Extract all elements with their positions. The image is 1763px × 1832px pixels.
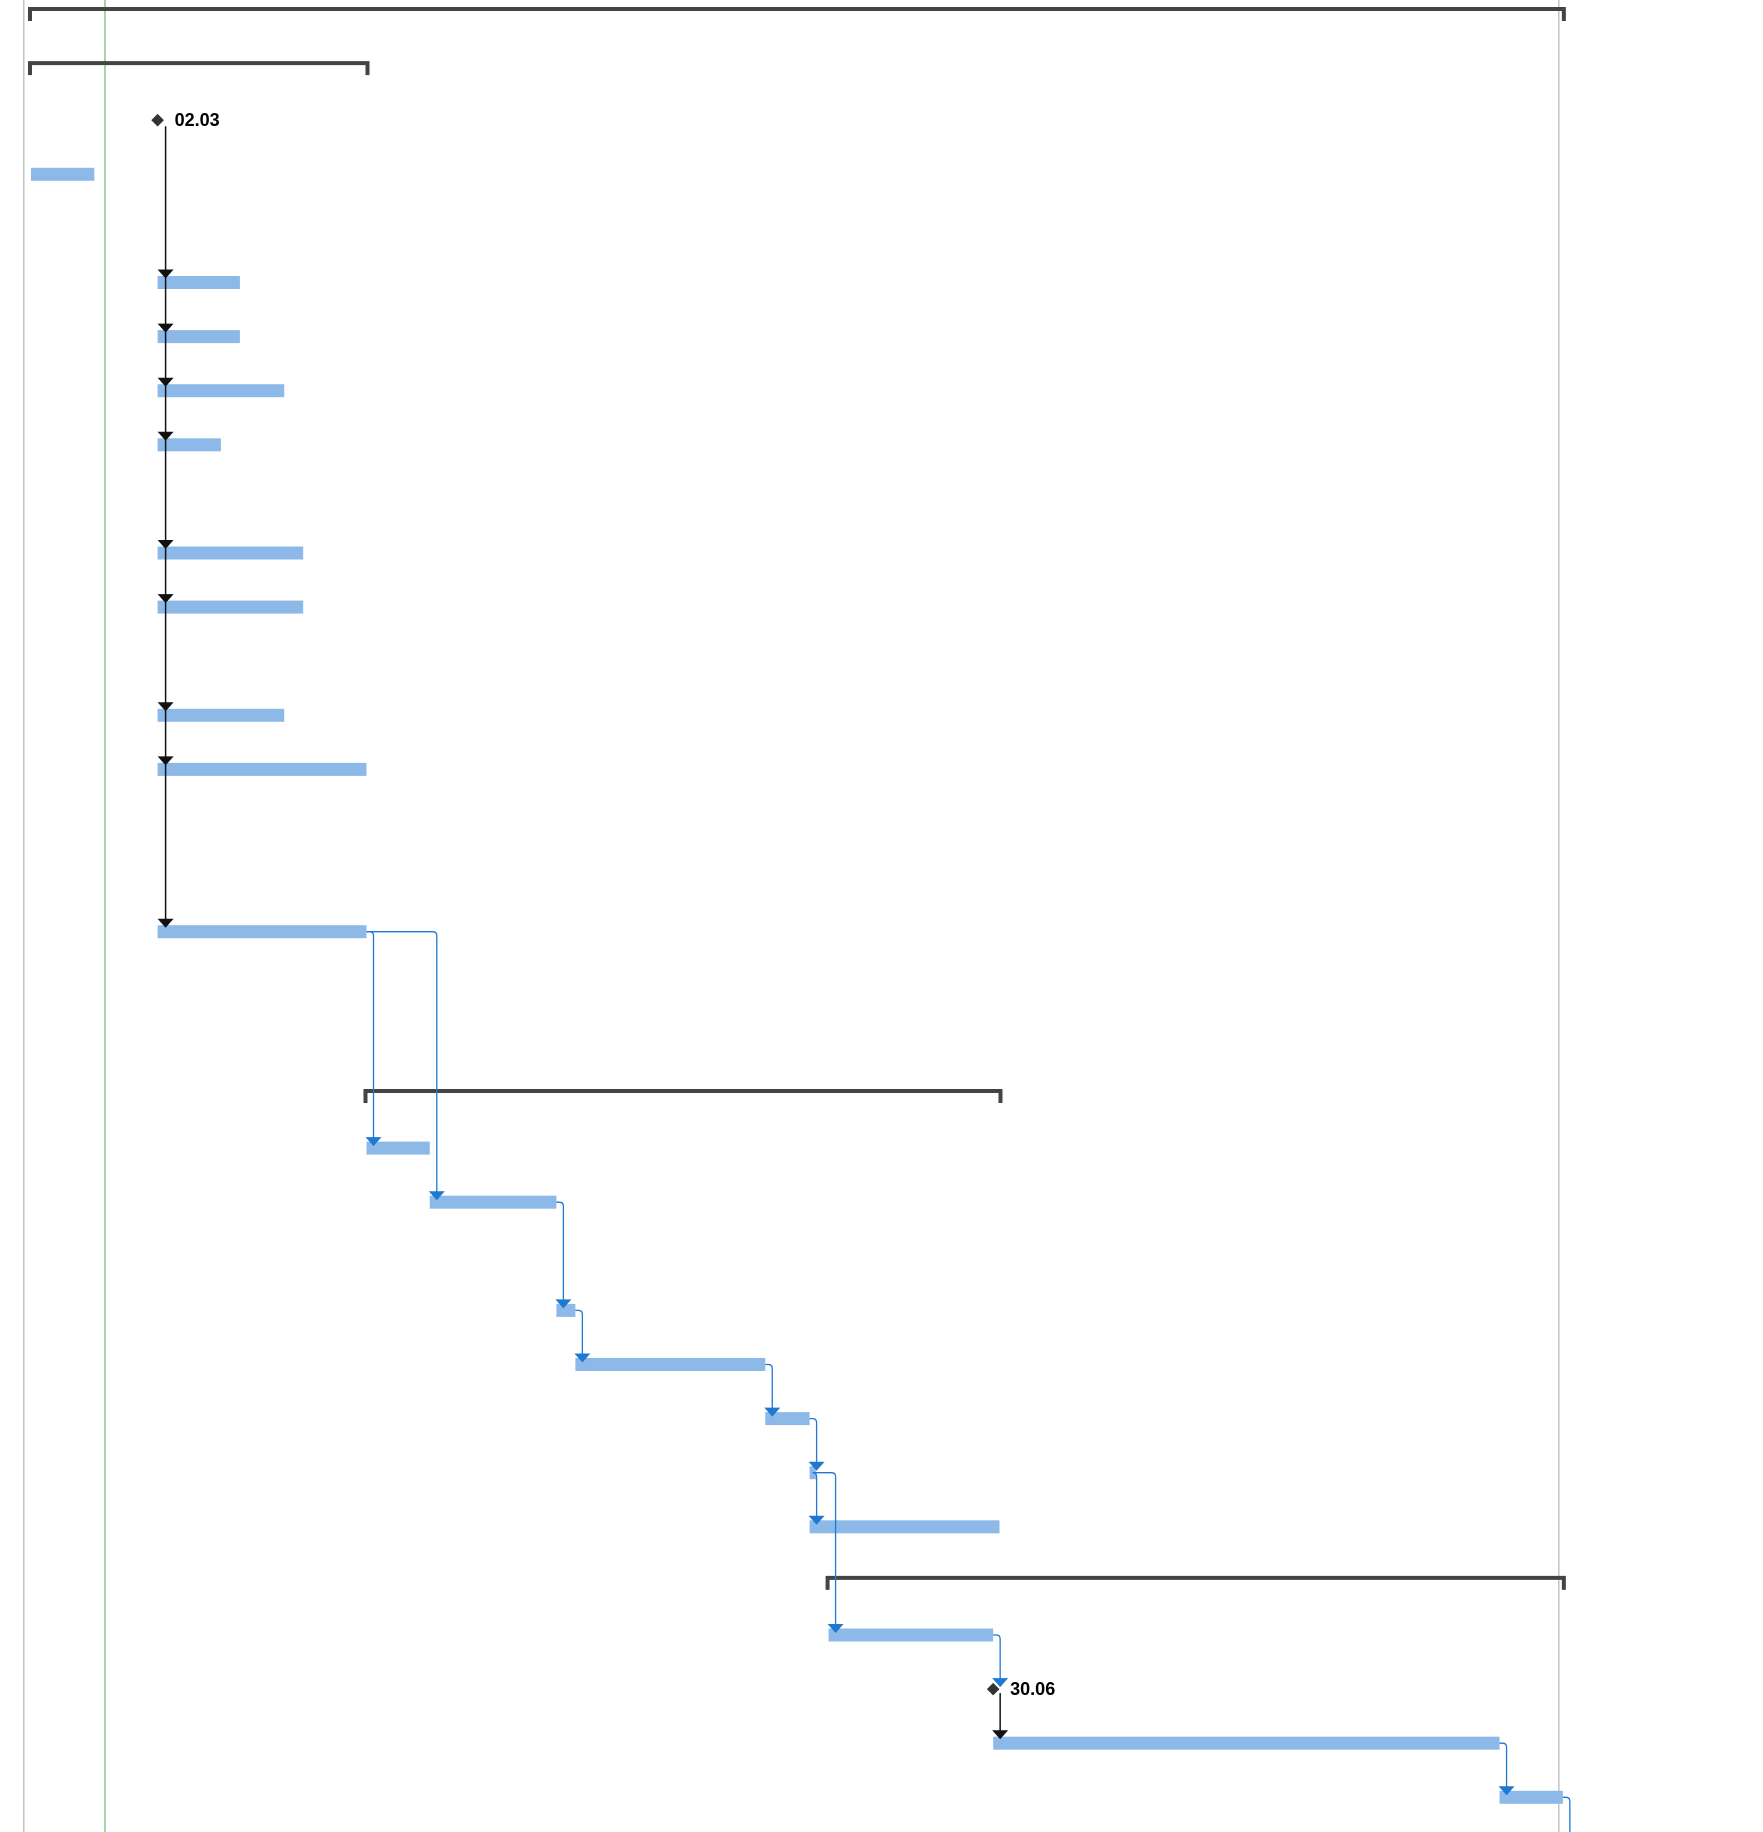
milestone-diamond-icon [985, 1681, 1001, 1697]
summary-bar [825, 1575, 1566, 1590]
link-arrowhead [808, 1461, 825, 1471]
dependency-link-arrowhead [157, 594, 174, 604]
dependency-link-arrowhead [157, 702, 174, 712]
dependency-link [993, 1634, 1001, 1682]
milestone-diamond-icon [149, 112, 166, 128]
dependency-link [812, 1472, 818, 1519]
task-bar [157, 384, 285, 398]
dependency-link-arrowhead [157, 269, 174, 279]
dependency-link [765, 1363, 773, 1411]
task-bar [157, 708, 285, 722]
task-bar [157, 600, 304, 614]
link-arrowhead [808, 1515, 825, 1525]
dependency-link-arrowhead [157, 431, 174, 441]
task-bar [765, 1412, 810, 1426]
task-bar [157, 438, 221, 452]
task-bar [809, 1520, 1000, 1534]
link-arrowhead [574, 1353, 591, 1363]
summary-bar [28, 61, 370, 76]
task-bar [157, 546, 304, 560]
link-arrowhead [992, 1678, 1009, 1688]
dependency-link [815, 1472, 837, 1627]
summary-bar [28, 7, 1566, 21]
dependency-link [366, 931, 438, 1195]
task-bar [157, 330, 240, 344]
task-bar [366, 1141, 430, 1155]
task-bar [556, 1303, 576, 1317]
task-bar [157, 762, 367, 776]
link-arrowhead [555, 1299, 572, 1309]
dependency-link-arrowhead [992, 1730, 1009, 1740]
link-arrowhead [365, 1137, 382, 1147]
dependency-link [809, 1417, 818, 1465]
milestone-label: 30.06 [1010, 1679, 1055, 1699]
dependency-link [366, 931, 375, 1141]
dependency-link [1562, 1796, 1571, 1832]
milestone-label: 02.03 [175, 110, 220, 130]
link-arrowhead [764, 1407, 781, 1417]
dependency-link [1499, 1742, 1508, 1790]
summary-bar [363, 1089, 1003, 1103]
task-bar [575, 1358, 766, 1371]
task-bar [1499, 1790, 1563, 1804]
task-bar [993, 1736, 1500, 1750]
task-bar [31, 167, 95, 181]
grid-lines [23, 0, 1560, 1832]
dependency-link-arrowhead [157, 540, 174, 549]
dependency-link [575, 1309, 584, 1357]
link-arrowhead [428, 1191, 445, 1201]
task-bar [828, 1628, 994, 1642]
task-bar [157, 925, 367, 939]
dependency-link-arrowhead [157, 323, 174, 333]
task-bar [157, 276, 240, 289]
summary-bars [28, 7, 1566, 1590]
link-arrowhead [827, 1624, 844, 1633]
dependency-link [556, 1201, 565, 1303]
task-bar [429, 1195, 557, 1209]
task-bars [31, 167, 1563, 1804]
link-arrowhead [1498, 1786, 1515, 1796]
dependency-link-arrowhead [157, 918, 174, 928]
dependency-link-arrowhead [157, 756, 174, 766]
dependency-link-arrowhead [157, 377, 174, 387]
dependency-links [157, 126, 1571, 1832]
